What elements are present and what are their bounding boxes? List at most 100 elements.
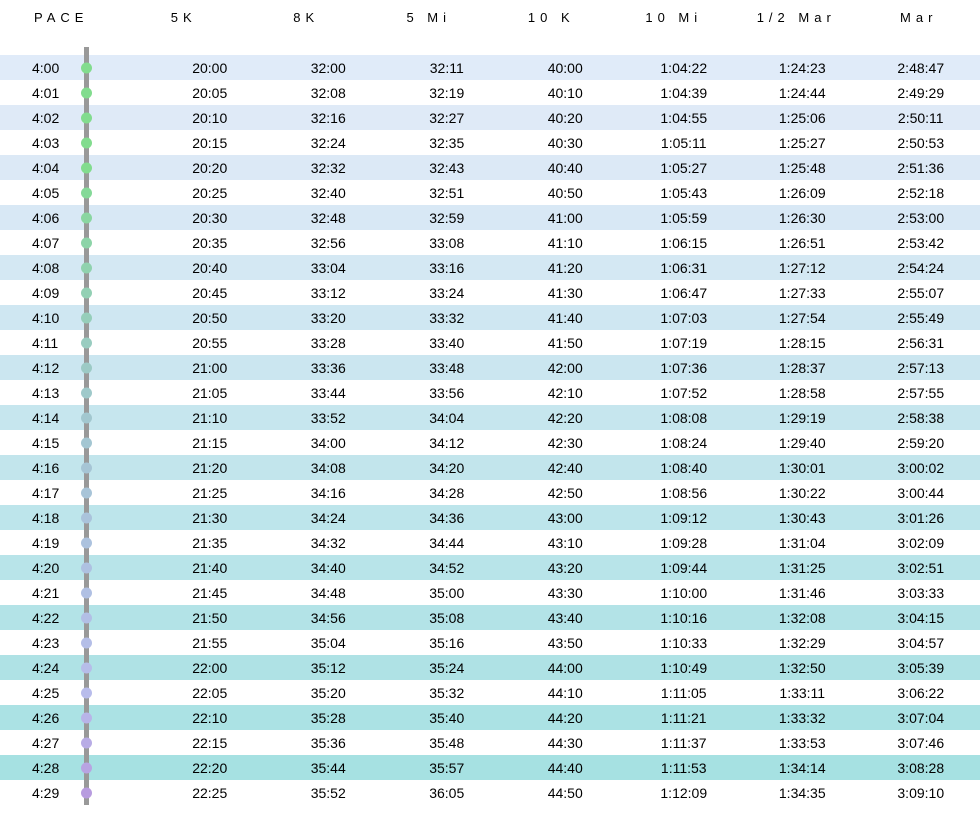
table-row: 4:2822:2035:4435:5744:401:11:531:34:143:… [0, 755, 980, 780]
table-row: 4:2522:0535:2035:3244:101:11:051:33:113:… [0, 680, 980, 705]
cell-value: 35:28 [269, 710, 388, 726]
cell-value: 35:12 [269, 660, 388, 676]
table-row: 4:1321:0533:4433:5642:101:07:521:28:582:… [0, 380, 980, 405]
table-row: 4:2922:2535:5236:0544:501:12:091:34:353:… [0, 780, 980, 805]
cell-value: 20:30 [151, 210, 270, 226]
cell-value: 20:50 [151, 310, 270, 326]
pace-marker-dot [81, 112, 92, 123]
cell-value: 33:52 [269, 410, 388, 426]
cell-value: 2:54:24 [862, 260, 980, 276]
cell-value: 41:40 [506, 310, 625, 326]
col-header-halfmar: 1/2 Mar [735, 10, 858, 25]
cell-value: 1:11:53 [625, 760, 744, 776]
pace-marker-dot [81, 662, 92, 673]
cell-value: 1:07:19 [625, 335, 744, 351]
cell-value: 1:08:40 [625, 460, 744, 476]
cell-value: 20:15 [151, 135, 270, 151]
cell-value: 1:12:09 [625, 785, 744, 801]
cell-value: 32:48 [269, 210, 388, 226]
cell-value: 35:00 [388, 585, 507, 601]
cell-pace: 4:14 [0, 410, 151, 426]
cell-value: 42:10 [506, 385, 625, 401]
table-row: 4:0120:0532:0832:1940:101:04:391:24:442:… [0, 80, 980, 105]
cell-value: 1:08:08 [625, 410, 744, 426]
cell-pace: 4:11 [0, 335, 151, 351]
cell-value: 43:10 [506, 535, 625, 551]
cell-pace: 4:26 [0, 710, 151, 726]
table-row: 4:1621:2034:0834:2042:401:08:401:30:013:… [0, 455, 980, 480]
cell-value: 34:16 [269, 485, 388, 501]
cell-value: 34:36 [388, 510, 507, 526]
cell-pace: 4:05 [0, 185, 151, 201]
cell-value: 33:40 [388, 335, 507, 351]
pace-marker-dot [81, 362, 92, 373]
cell-pace: 4:09 [0, 285, 151, 301]
cell-value: 1:33:11 [743, 685, 862, 701]
cell-value: 1:31:46 [743, 585, 862, 601]
cell-value: 42:30 [506, 435, 625, 451]
cell-value: 1:05:43 [625, 185, 744, 201]
cell-value: 41:00 [506, 210, 625, 226]
cell-pace: 4:13 [0, 385, 151, 401]
cell-value: 3:09:10 [862, 785, 980, 801]
cell-value: 2:49:29 [862, 85, 980, 101]
cell-value: 41:10 [506, 235, 625, 251]
cell-value: 20:45 [151, 285, 270, 301]
table-row: 4:2722:1535:3635:4844:301:11:371:33:533:… [0, 730, 980, 755]
table-row: 4:0620:3032:4832:5941:001:05:591:26:302:… [0, 205, 980, 230]
cell-value: 35:44 [269, 760, 388, 776]
cell-pace: 4:21 [0, 585, 151, 601]
cell-value: 1:32:50 [743, 660, 862, 676]
cell-value: 1:06:15 [625, 235, 744, 251]
cell-value: 1:30:43 [743, 510, 862, 526]
cell-value: 43:50 [506, 635, 625, 651]
cell-value: 35:24 [388, 660, 507, 676]
cell-value: 3:03:33 [862, 585, 980, 601]
cell-value: 1:26:30 [743, 210, 862, 226]
pace-marker-dot [81, 212, 92, 223]
cell-value: 44:20 [506, 710, 625, 726]
cell-pace: 4:06 [0, 210, 151, 226]
cell-value: 1:11:05 [625, 685, 744, 701]
cell-value: 33:28 [269, 335, 388, 351]
cell-value: 33:36 [269, 360, 388, 376]
cell-value: 1:10:16 [625, 610, 744, 626]
pace-marker-dot [81, 762, 92, 773]
cell-value: 20:35 [151, 235, 270, 251]
cell-value: 42:40 [506, 460, 625, 476]
pace-marker-dot [81, 162, 92, 173]
cell-value: 1:30:01 [743, 460, 862, 476]
col-header-5k: 5K [123, 10, 246, 25]
cell-value: 1:25:27 [743, 135, 862, 151]
cell-value: 1:06:47 [625, 285, 744, 301]
table-row: 4:2622:1035:2835:4044:201:11:211:33:323:… [0, 705, 980, 730]
cell-value: 42:00 [506, 360, 625, 376]
cell-pace: 4:25 [0, 685, 151, 701]
cell-value: 34:08 [269, 460, 388, 476]
cell-value: 32:11 [388, 60, 507, 76]
cell-value: 35:52 [269, 785, 388, 801]
cell-value: 2:55:07 [862, 285, 980, 301]
cell-value: 1:25:48 [743, 160, 862, 176]
pace-marker-dot [81, 87, 92, 98]
cell-value: 1:10:00 [625, 585, 744, 601]
pace-marker-dot [81, 287, 92, 298]
cell-value: 22:05 [151, 685, 270, 701]
cell-value: 1:07:03 [625, 310, 744, 326]
cell-value: 34:00 [269, 435, 388, 451]
cell-value: 35:40 [388, 710, 507, 726]
pace-marker-dot [81, 787, 92, 798]
cell-pace: 4:28 [0, 760, 151, 776]
pace-marker-dot [81, 687, 92, 698]
cell-value: 21:20 [151, 460, 270, 476]
table-row: 4:1120:5533:2833:4041:501:07:191:28:152:… [0, 330, 980, 355]
cell-value: 1:08:24 [625, 435, 744, 451]
table-row: 4:1221:0033:3633:4842:001:07:361:28:372:… [0, 355, 980, 380]
cell-value: 33:04 [269, 260, 388, 276]
cell-value: 35:08 [388, 610, 507, 626]
cell-value: 20:20 [151, 160, 270, 176]
pace-marker-dot [81, 487, 92, 498]
cell-value: 22:15 [151, 735, 270, 751]
cell-value: 1:28:58 [743, 385, 862, 401]
cell-value: 2:55:49 [862, 310, 980, 326]
